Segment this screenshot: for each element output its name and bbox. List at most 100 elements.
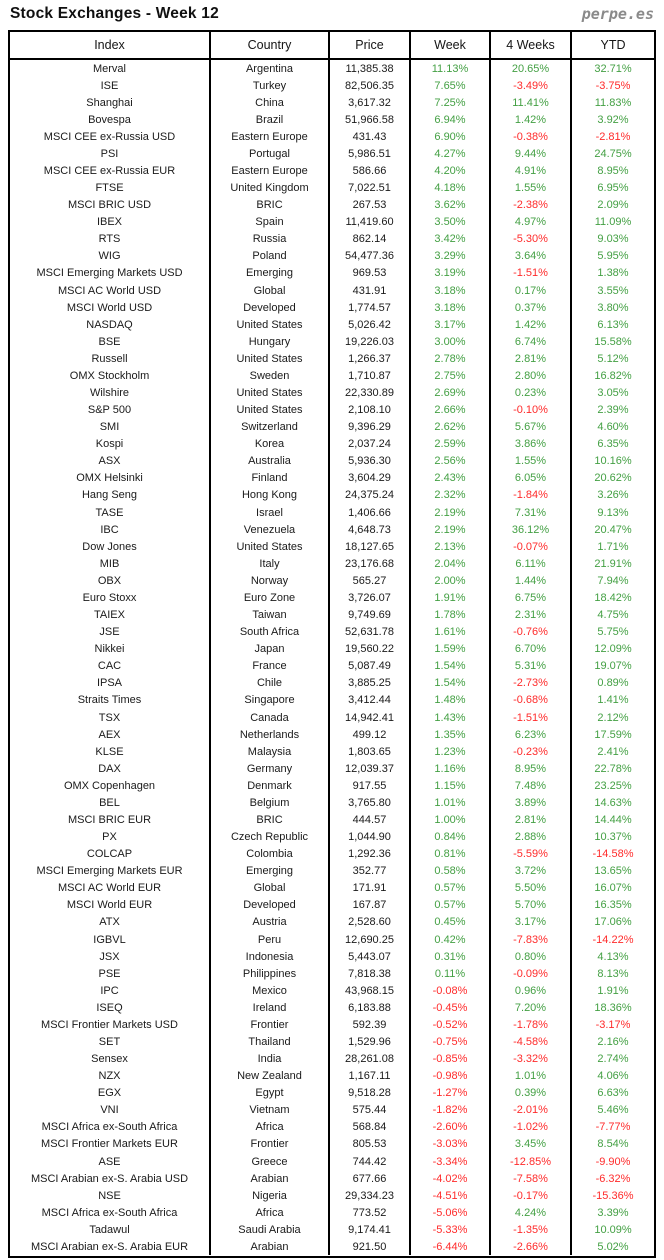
price-cell: 1,167.11 — [330, 1067, 411, 1085]
column-header-4weeks: 4 Weeks — [491, 32, 572, 58]
fourweeks-cell: 2.31% — [491, 606, 572, 624]
country-cell: Russia — [211, 230, 330, 248]
price-cell: 9,174.41 — [330, 1221, 411, 1239]
fourweeks-cell: -3.49% — [491, 77, 572, 95]
index-cell: PX — [10, 828, 211, 846]
table-row: IPC Mexico 43,968.15 -0.08% 0.96% 1.91% — [10, 982, 654, 1000]
table-row: TAIEX Taiwan 9,749.69 1.78% 2.31% 4.75% — [10, 606, 654, 624]
table-row: Nikkei Japan 19,560.22 1.59% 6.70% 12.09% — [10, 640, 654, 658]
ytd-cell: 7.94% — [597, 574, 629, 587]
table-row: ISE Turkey 82,506.35 7.65% -3.49% -3.75% — [10, 77, 654, 95]
week-cell: 1.16% — [411, 760, 491, 778]
fourweeks-cell: 6.74% — [491, 333, 572, 351]
ytd-cell: 9.03% — [597, 233, 629, 246]
week-cell: -5.33% — [411, 1221, 491, 1239]
week-cell: 2.62% — [411, 418, 491, 436]
week-cell: 3.19% — [411, 264, 491, 283]
index-cell: MSCI AC World USD — [10, 282, 211, 300]
price-cell: 9,396.29 — [330, 418, 411, 436]
index-cell: MSCI Frontier Markets EUR — [10, 1135, 211, 1153]
table-row: MSCI Frontier Markets EUR Frontier 805.53-… — [10, 1135, 654, 1153]
country-cell: Developed — [211, 299, 330, 317]
week-cell: 1.15% — [411, 777, 491, 795]
fourweeks-cell: -5.30% — [491, 230, 572, 248]
index-cell: COLCAP — [10, 845, 211, 863]
fourweeks-cell: 2.80% — [491, 367, 572, 385]
fourweeks-cell: 0.23% — [491, 384, 572, 402]
fourweeks-cell: -0.68% — [491, 691, 572, 709]
index-cell: Tadawul — [10, 1221, 211, 1239]
ytd-cell: 14.63% — [594, 796, 632, 809]
ytd-cell: 18.42% — [594, 591, 632, 604]
index-cell: ISE — [10, 77, 211, 95]
country-cell: Vietnam — [211, 1101, 330, 1119]
country-cell: Egypt — [211, 1084, 330, 1102]
price-cell: 1,266.37 — [330, 350, 411, 368]
fourweeks-cell: -5.59% — [491, 845, 572, 863]
price-cell: 2,528.60 — [330, 913, 411, 931]
table-row: PSI Portugal 5,986.51 4.27% 9.44% 24.75% — [10, 145, 654, 163]
fourweeks-cell: 0.39% — [491, 1084, 572, 1102]
country-cell: Hungary — [211, 333, 330, 351]
fourweeks-cell: 9.44% — [491, 145, 572, 163]
price-cell: 7,022.51 — [330, 179, 411, 197]
price-cell: 12,690.25 — [330, 930, 411, 949]
ytd-cell: -6.32% — [595, 1172, 631, 1185]
index-cell: TAIEX — [10, 606, 211, 624]
country-cell: Taiwan — [211, 606, 330, 624]
table-row: Shanghai China 3,617.32 7.25% 11.41% 11.83% — [10, 94, 654, 112]
week-cell: -6.44% — [411, 1238, 491, 1256]
price-cell: 18,127.65 — [330, 538, 411, 556]
country-cell: Brazil — [211, 111, 330, 129]
index-cell: MIB — [10, 555, 211, 573]
table-row: MSCI World EUR Developed 167.87 0.57% 5.70% 1… — [10, 896, 654, 914]
table-row: MSCI CEE ex-Russia EUR Eastern Europe 586.… — [10, 162, 654, 180]
price-cell: 6,183.88 — [330, 999, 411, 1017]
country-cell: United States — [211, 384, 330, 402]
fourweeks-cell: -0.07% — [491, 538, 572, 556]
table-row: IBC Venezuela 4,648.73 2.19% 36.12% 20.47% — [10, 521, 654, 539]
index-cell: OMX Copenhagen — [10, 777, 211, 795]
price-cell: 1,406.66 — [330, 504, 411, 522]
ytd-cell: 6.35% — [597, 438, 629, 451]
fourweeks-cell: 0.80% — [491, 948, 572, 966]
week-cell: 2.32% — [411, 486, 491, 505]
price-cell: 3,885.25 — [330, 674, 411, 692]
week-cell: 6.94% — [411, 111, 491, 129]
fourweeks-cell: 0.37% — [491, 299, 572, 317]
index-cell: ASE — [10, 1153, 211, 1171]
week-cell: -0.52% — [411, 1016, 491, 1034]
week-cell: -3.34% — [411, 1153, 491, 1171]
week-cell: 1.01% — [411, 794, 491, 812]
week-cell: 2.75% — [411, 367, 491, 385]
price-cell: 5,986.51 — [330, 145, 411, 163]
ytd-cell: 21.91% — [594, 557, 632, 570]
week-cell: -4.02% — [411, 1170, 491, 1188]
fourweeks-cell: -1.35% — [491, 1221, 572, 1239]
country-cell: Eastern Europe — [211, 162, 330, 180]
ytd-cell: -2.81% — [595, 130, 631, 143]
country-cell: Greece — [211, 1153, 330, 1171]
week-cell: 2.19% — [411, 521, 491, 539]
week-cell: -0.75% — [411, 1033, 491, 1051]
price-cell: 43,968.15 — [330, 982, 411, 1000]
week-cell: 1.54% — [411, 674, 491, 692]
index-cell: IBC — [10, 521, 211, 539]
ytd-cell: 2.16% — [597, 1035, 629, 1048]
country-cell: Poland — [211, 247, 330, 265]
index-cell: NASDAQ — [10, 316, 211, 334]
ytd-cell: 3.92% — [597, 113, 629, 126]
brand-logo[interactable]: perpe.es — [581, 5, 654, 23]
ytd-cell: 16.07% — [594, 882, 632, 895]
country-cell: Colombia — [211, 845, 330, 863]
fourweeks-cell: 1.55% — [491, 179, 572, 197]
price-cell: 11,419.60 — [330, 213, 411, 231]
country-cell: Frontier — [211, 1135, 330, 1153]
price-cell: 3,617.32 — [330, 94, 411, 112]
index-cell: FTSE — [10, 179, 211, 197]
week-cell: 3.29% — [411, 247, 491, 265]
index-cell: OBX — [10, 572, 211, 590]
table-row: KLSE Malaysia 1,803.65 1.23% -0.23% 2.41% — [10, 743, 654, 761]
week-cell: 0.57% — [411, 879, 491, 897]
index-cell: TSX — [10, 708, 211, 727]
